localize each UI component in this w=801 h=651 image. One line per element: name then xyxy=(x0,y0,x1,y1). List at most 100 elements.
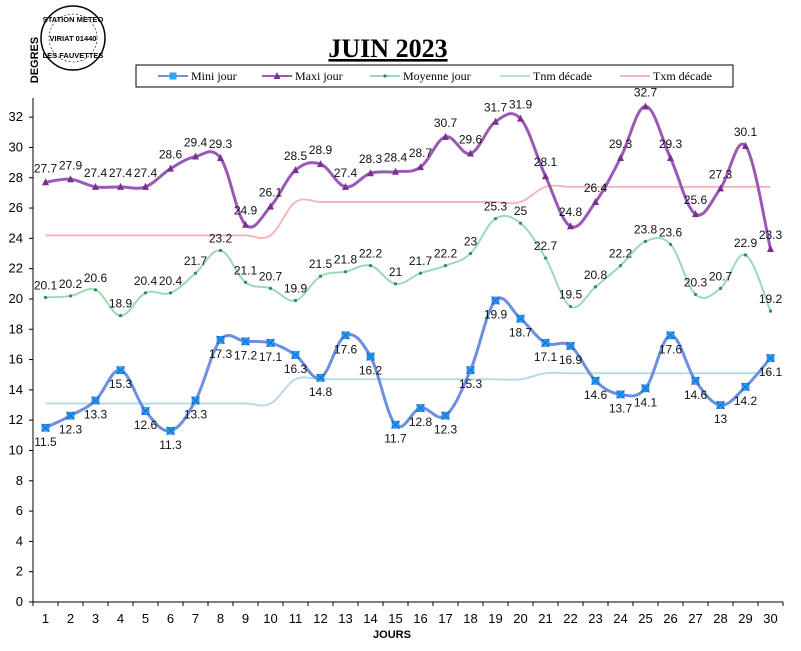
data-label-mini: 13.7 xyxy=(609,401,633,415)
point-mini xyxy=(516,314,525,324)
data-label-maxi: 32.7 xyxy=(634,86,658,100)
data-label-moy: 21.8 xyxy=(334,253,358,267)
x-tick-label: 27 xyxy=(688,611,702,626)
y-tick-label: 32 xyxy=(9,109,23,124)
point-moyenne xyxy=(743,253,748,257)
data-label-moy: 23.2 xyxy=(209,231,233,245)
y-tick-label: 2 xyxy=(16,564,23,579)
data-label-mini: 16.1 xyxy=(759,365,783,379)
point-maxi xyxy=(642,102,649,110)
series-line-flat xyxy=(45,371,771,407)
point-mini xyxy=(66,411,75,420)
data-label-maxi: 29.3 xyxy=(609,137,633,151)
data-label-maxi: 27.9 xyxy=(59,158,83,172)
point-mini xyxy=(316,373,325,383)
x-tick-label: 8 xyxy=(217,611,224,626)
point-moyenne xyxy=(268,286,273,290)
point-mini xyxy=(766,353,775,363)
data-label-moy: 20.7 xyxy=(709,269,733,283)
point-maxi xyxy=(117,182,124,190)
x-tick-label: 11 xyxy=(289,611,303,626)
data-label-mini: 14.6 xyxy=(684,388,708,402)
data-label-mini: 18.7 xyxy=(509,326,533,340)
x-tick-label: 23 xyxy=(588,611,602,626)
point-maxi xyxy=(742,141,749,149)
data-label-mini: 12.3 xyxy=(434,423,458,437)
x-tick-label: 10 xyxy=(263,611,277,626)
point-mini xyxy=(691,376,700,386)
legend-item-flat: Tnm décade xyxy=(500,69,592,83)
y-tick-label: 24 xyxy=(9,230,23,245)
data-label-mini: 16.2 xyxy=(359,364,383,378)
point-mini xyxy=(166,426,175,436)
legend-item-maxi: Maxi jour xyxy=(262,69,343,83)
data-label-mini: 11.3 xyxy=(159,438,182,452)
point-maxi xyxy=(717,184,724,192)
x-tick-label: 7 xyxy=(192,611,199,626)
data-label-maxi: 28.9 xyxy=(309,143,333,157)
data-label-maxi: 29.6 xyxy=(459,133,483,147)
data-label-mini: 11.7 xyxy=(384,432,407,446)
legend-label: Mini jour xyxy=(191,69,237,83)
point-maxi xyxy=(417,163,424,171)
y-tick-label: 0 xyxy=(16,594,23,609)
point-moyenne xyxy=(218,248,223,253)
series-line-flat xyxy=(45,184,771,239)
x-tick-label: 19 xyxy=(488,611,502,626)
data-label-moy: 20.8 xyxy=(584,268,608,282)
data-label-maxi: 23.3 xyxy=(759,228,783,242)
x-tick-label: 24 xyxy=(613,611,627,626)
data-label-mini: 12.8 xyxy=(409,415,433,429)
data-label-mini: 14.2 xyxy=(734,394,758,408)
point-moyenne xyxy=(293,298,298,303)
data-label-mini: 19.9 xyxy=(484,307,508,321)
legend-label: Moyenne jour xyxy=(403,69,471,83)
x-tick-label: 17 xyxy=(438,611,452,626)
y-tick-label: 14 xyxy=(9,382,23,397)
point-moyenne xyxy=(393,282,398,286)
point-moyenne xyxy=(343,270,348,274)
data-label-moy: 22.2 xyxy=(609,247,633,261)
data-label-moy: 20.2 xyxy=(59,277,83,291)
data-label-moy: 20.7 xyxy=(259,269,283,283)
x-tick-label: 13 xyxy=(338,611,352,626)
data-label-maxi: 27.4 xyxy=(334,166,358,180)
point-moyenne xyxy=(718,286,723,290)
data-labels-layer: 27.7 27.927.4 27.4 27.428.629.4 29.324.926.1… xyxy=(34,86,783,452)
point-maxi xyxy=(342,182,349,190)
x-tick-label: 18 xyxy=(463,611,477,626)
data-label-maxi: 27.4 xyxy=(84,166,108,180)
point-maxi xyxy=(492,117,499,125)
data-label-maxi: 29.3 xyxy=(209,137,233,151)
station-stamp-logo: STATION METEO VIRIAT 01440 LES FAUVETTES xyxy=(40,5,106,71)
y-tick-label: 18 xyxy=(9,321,23,336)
point-moyenne xyxy=(593,285,598,289)
data-label-maxi: 29.3 xyxy=(659,137,683,151)
data-label-moy: 21 xyxy=(389,265,403,279)
x-tick-label: 5 xyxy=(142,611,149,626)
point-moyenne xyxy=(568,304,573,309)
x-axis-label: JOURS xyxy=(373,629,411,641)
point-mini xyxy=(466,365,475,375)
point-moyenne xyxy=(518,221,523,225)
data-label-maxi: 27.7 xyxy=(34,161,58,175)
legend-frame xyxy=(135,64,734,88)
data-label-moy: 23 xyxy=(464,235,478,249)
data-label-moy: 23.8 xyxy=(634,222,658,236)
data-label-maxi: 24.9 xyxy=(234,204,258,218)
y-tick-label: 20 xyxy=(9,291,23,306)
data-label-moy: 21.5 xyxy=(309,257,333,271)
data-label-maxi: 25.6 xyxy=(684,193,708,207)
x-tick-label: 26 xyxy=(663,611,677,626)
data-label-maxi: 26.1 xyxy=(259,186,283,200)
data-label-mini: 13.3 xyxy=(84,407,108,421)
y-tick-label: 28 xyxy=(9,170,23,185)
x-tick-label: 14 xyxy=(363,611,377,626)
data-label-mini: 17.2 xyxy=(234,348,258,362)
data-label-mini: 16.9 xyxy=(559,353,583,367)
point-maxi xyxy=(42,178,49,186)
legend-label: Tnm décade xyxy=(533,69,592,83)
data-label-maxi: 27.4 xyxy=(109,166,133,180)
